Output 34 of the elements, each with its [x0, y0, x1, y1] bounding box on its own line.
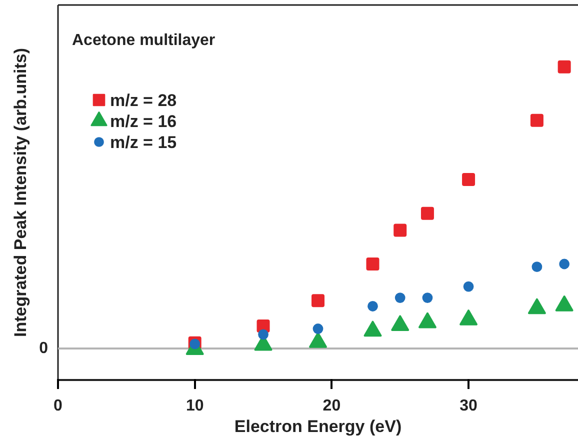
- legend-label: m/z = 28: [110, 91, 177, 110]
- point: [555, 296, 574, 312]
- point: [418, 312, 436, 328]
- point: [559, 258, 570, 270]
- point: [258, 329, 268, 340]
- point: [190, 338, 200, 350]
- point: [366, 258, 380, 271]
- legend-label: m/z = 16: [110, 112, 177, 131]
- point: [391, 315, 410, 332]
- legend-label: m/z = 15: [110, 133, 177, 152]
- point: [394, 224, 407, 237]
- point: [364, 320, 382, 337]
- point: [558, 60, 571, 74]
- point: [460, 310, 478, 326]
- ref-line-label: 0: [39, 340, 48, 357]
- y-axis-title: Integrated Peak Intensity (arb.units): [11, 48, 30, 338]
- x-axis-title: Electron Energy (eV): [234, 417, 402, 436]
- point: [530, 114, 544, 127]
- point: [462, 173, 476, 186]
- point: [309, 332, 327, 348]
- point: [312, 324, 324, 334]
- point: [463, 281, 474, 292]
- x-tick-label: 10: [186, 397, 204, 414]
- x-tick-label: 20: [322, 397, 341, 414]
- x-tick-label: 0: [54, 397, 63, 414]
- point: [422, 292, 433, 303]
- point: [312, 294, 324, 308]
- point: [528, 298, 546, 314]
- point: [394, 292, 406, 303]
- point: [368, 301, 378, 312]
- point: [420, 206, 434, 220]
- text: Acetone multilayer: [72, 32, 216, 49]
- x-tick-label: 30: [460, 397, 478, 414]
- point: [532, 262, 542, 272]
